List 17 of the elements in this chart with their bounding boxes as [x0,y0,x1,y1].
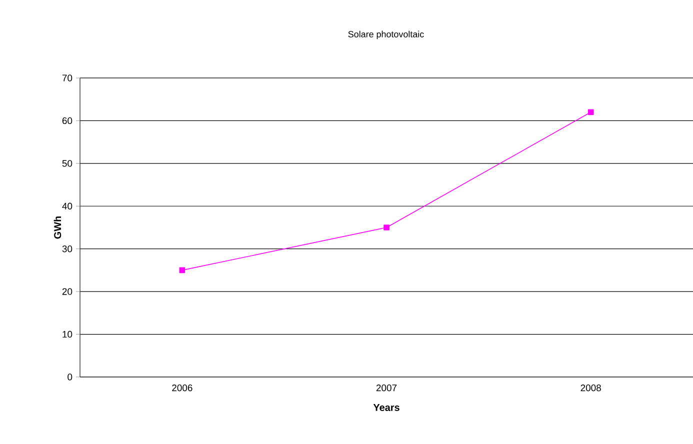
x-tick-label: 2008 [580,384,601,392]
y-axis-title: GWh [54,216,62,239]
y-tick-label: 70 [62,74,72,82]
y-tick-label: 20 [62,288,72,295]
point [179,267,186,274]
y-tick-label: 40 [62,202,72,210]
y-tick-label: 10 [62,330,72,338]
x-axis-title: Years [373,404,400,411]
y-tick-label: 30 [62,245,72,252]
y-tick-label: 0 [68,374,72,380]
x-tick-label: 2007 [376,384,397,392]
x-tick-label: 2006 [172,384,192,392]
y-tick-label: 50 [62,160,72,167]
point [384,224,390,230]
point [588,109,594,116]
chart-title: Solare photovoltaic [348,30,424,40]
y-tick-label: 60 [62,117,72,124]
